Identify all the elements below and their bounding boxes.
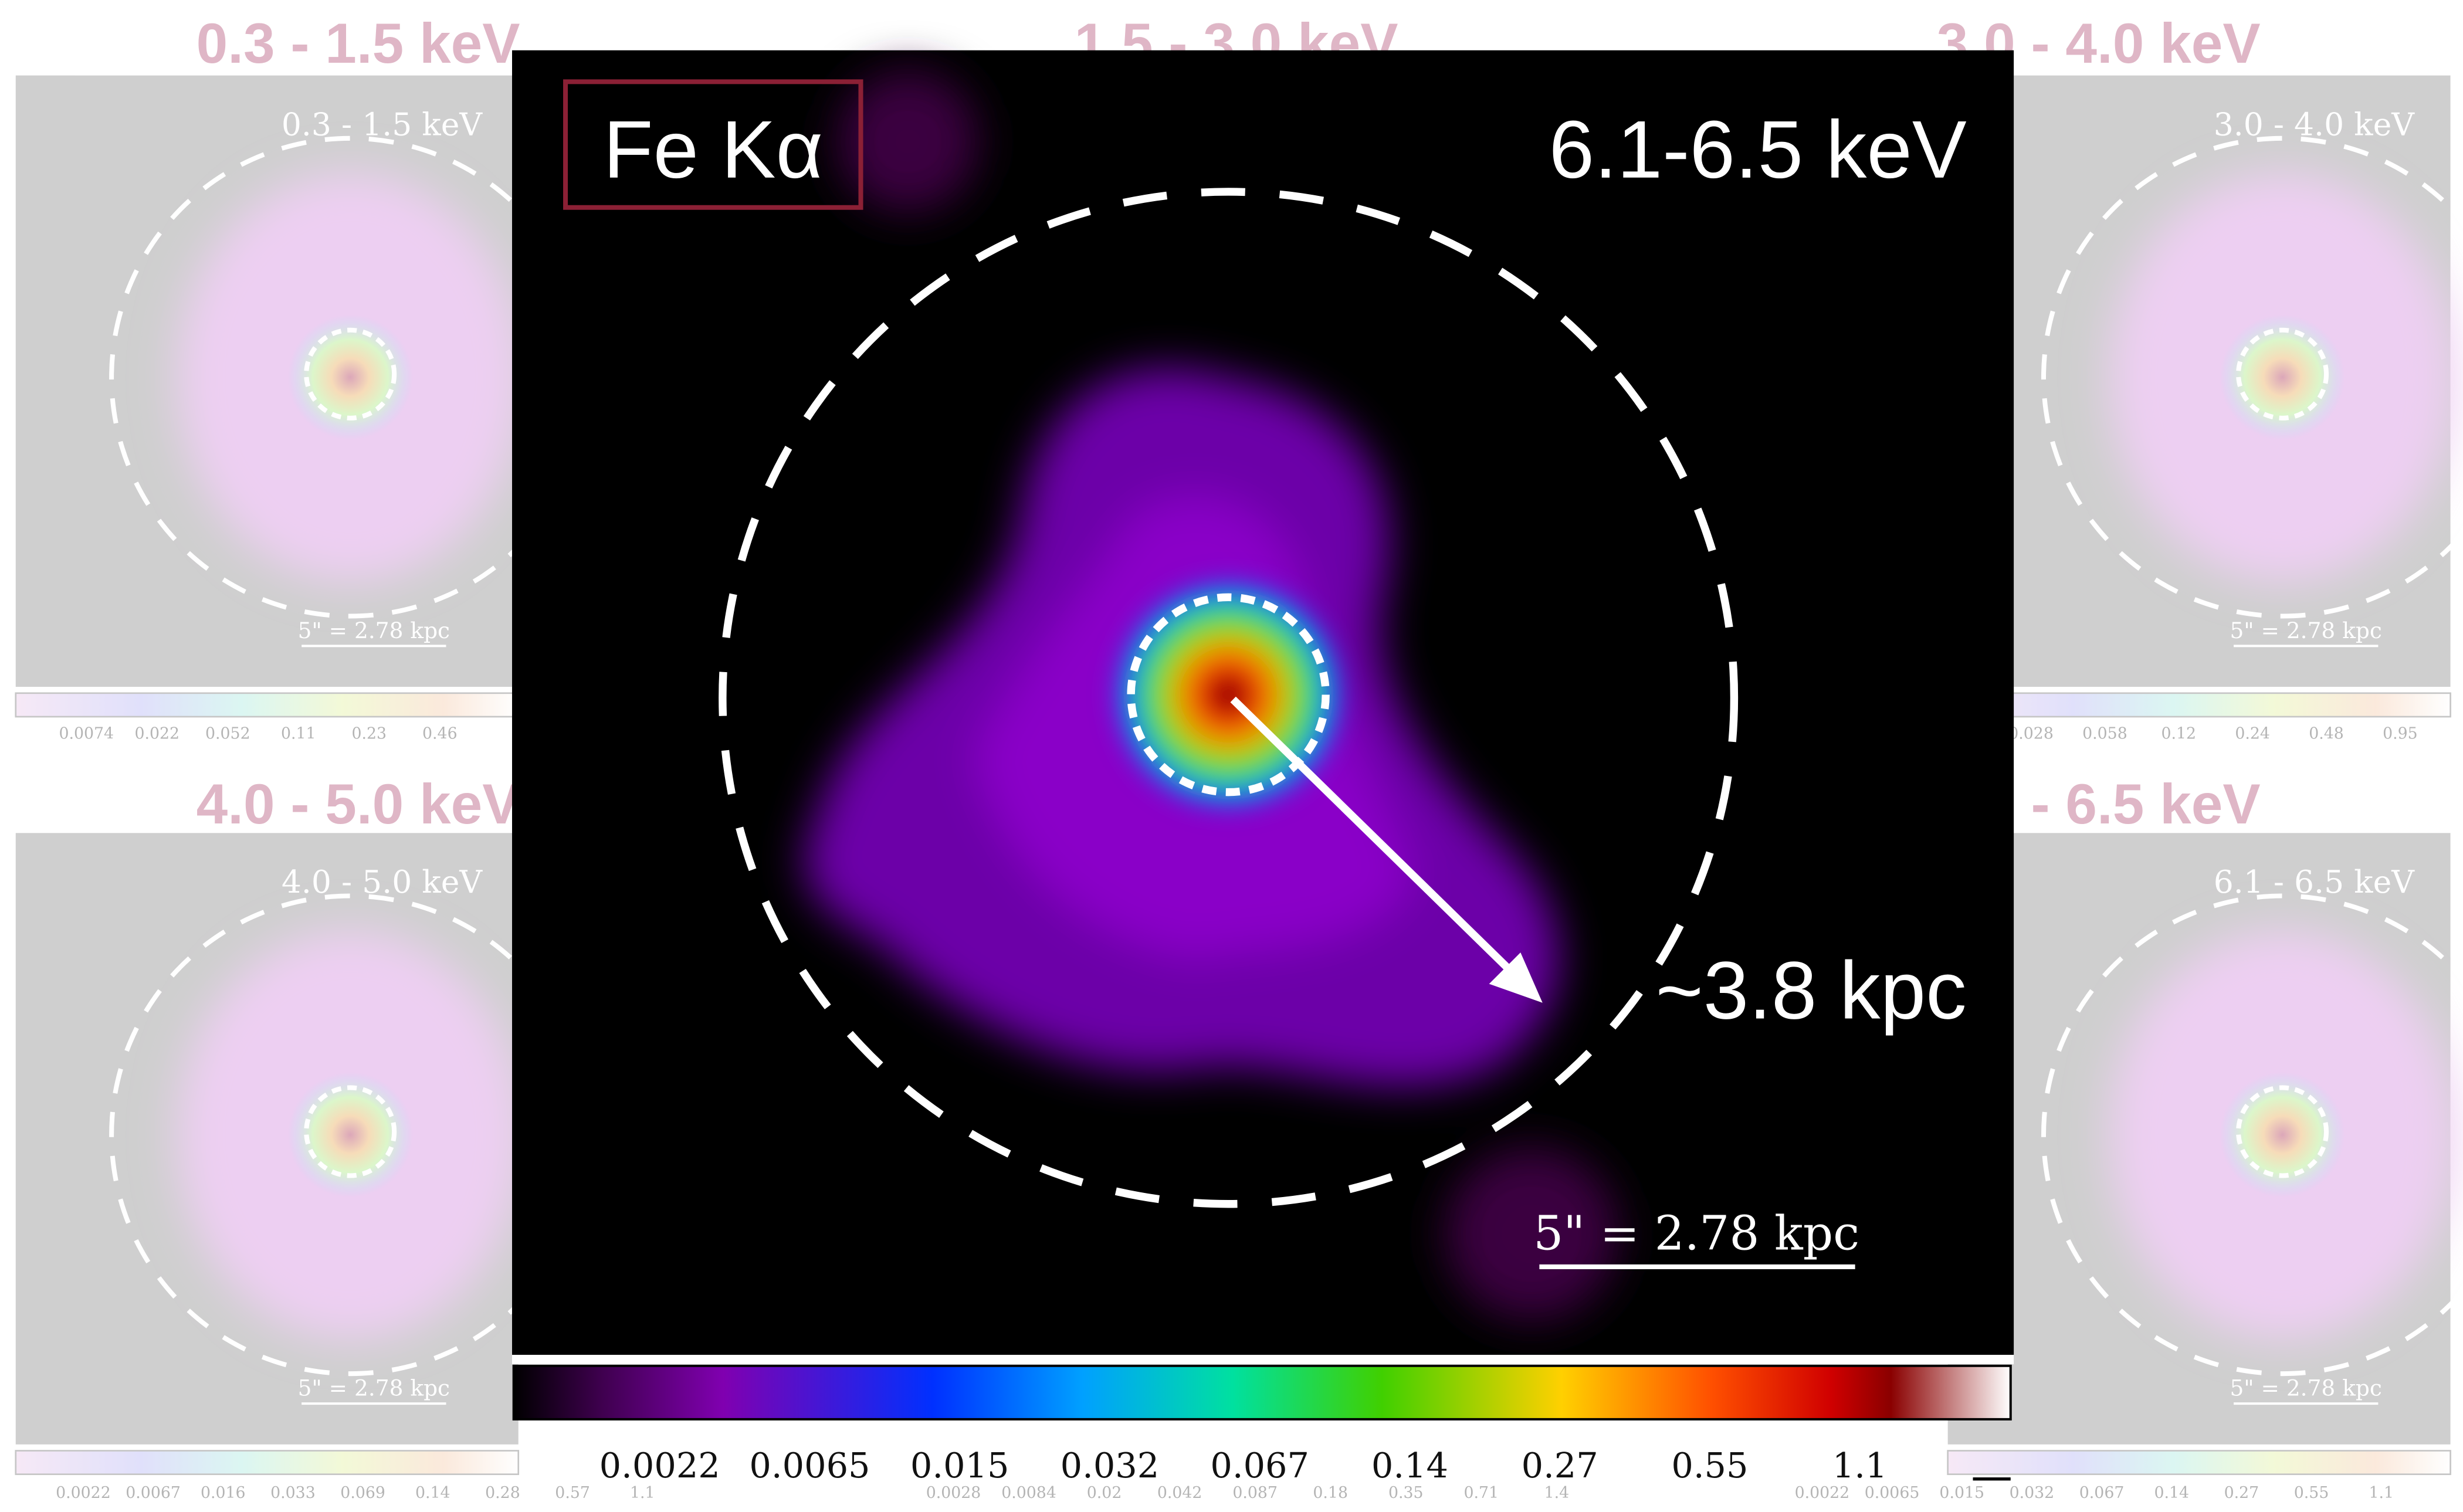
colorbar-tick-label: 1.1: [630, 1484, 655, 1502]
colorbar-tick-label: 0.55: [2294, 1484, 2329, 1502]
colorbar-tick-label: 0.0022: [599, 1445, 720, 1486]
colorbar-tick-label: 0.46: [422, 725, 458, 743]
colorbar-tick-label: 0.015: [1939, 1484, 1984, 1502]
colorbar-tick-label: 0.033: [270, 1484, 316, 1502]
colorbar-tick-label: 0.28: [485, 1484, 520, 1502]
colorbar-tick-label: 0.14: [1371, 1445, 1448, 1486]
colorbar-tick-label: 0.24: [2235, 725, 2270, 743]
colorbar-tick-label: 0.0022: [1795, 1484, 1850, 1502]
colorbar-tick-label: 0.0067: [126, 1484, 181, 1502]
colorbar-tick-label: 0.27: [2224, 1484, 2259, 1502]
colorbar-tick-label: 0.55: [1671, 1445, 1748, 1486]
scale-label: 5" = 2.78 kpc: [2230, 618, 2381, 643]
colorbar-tick-label: 0.0074: [59, 725, 114, 743]
colorbar-tick-label: 0.069: [340, 1484, 385, 1502]
colorbar: [16, 693, 519, 717]
inner-label: 3.0 - 4.0 keV: [2214, 106, 2415, 143]
main-panel: Fe Kα 6.1-6.5 keV ~3.8 kpc 5" = 2.78 kpc…: [512, 50, 2014, 1486]
scale-label: 5" = 2.78 kpc: [1533, 1205, 1859, 1260]
colorbar-tick-label: 0.0084: [1001, 1484, 1056, 1502]
colorbar-tick-label: 0.0022: [56, 1484, 111, 1502]
inner-label: 4.0 - 5.0 keV: [282, 863, 483, 900]
figure: 0.3 - 1.5 keV 5" = 2.78 kpc 0.3 - 1.5 keV 0…: [0, 0, 2463, 1512]
colorbar-tick-label: 0.0065: [749, 1445, 870, 1486]
colorbar-tick-label: 0.23: [352, 725, 387, 743]
line-label: Fe Kα: [603, 104, 823, 195]
colorbar-tick-label: 0.015: [910, 1445, 1009, 1486]
colorbar-tick-label: 1.1: [2369, 1484, 2394, 1502]
panel-title: 0.3 - 1.5 keV: [197, 12, 520, 75]
colorbar-tick-label: 0.042: [1157, 1484, 1202, 1502]
inner-label: 6.1 - 6.5 keV: [2214, 863, 2415, 900]
colorbar-tick-label: 0.032: [1061, 1445, 1160, 1486]
colorbar-tick-label: 0.14: [2154, 1484, 2189, 1502]
colorbar-tick-label: 0.35: [1388, 1484, 1424, 1502]
colorbar-tick-label: 0.0028: [926, 1484, 981, 1502]
colorbar-tick-label: 0.028: [2008, 725, 2054, 743]
colorbar: [1948, 693, 2451, 717]
colorbar-tick-label: 0.016: [201, 1484, 246, 1502]
colorbar-tick-label: 0.14: [415, 1484, 450, 1502]
colorbar-tick-label: 0.11: [281, 725, 316, 743]
band-label: 6.1-6.5 keV: [1549, 104, 1967, 195]
colorbar: [514, 1366, 2011, 1419]
colorbar: [1948, 1450, 2451, 1474]
colorbar-tick-label: 0.57: [555, 1484, 590, 1502]
radius-label: ~3.8 kpc: [1655, 944, 1966, 1036]
separator: [512, 1355, 2014, 1364]
panel-title: 4.0 - 5.0 keV: [197, 773, 520, 836]
inner-label: 0.3 - 1.5 keV: [282, 106, 483, 143]
colorbar-tick-label: 0.12: [2161, 725, 2196, 743]
colorbar-tick-label: 0.71: [1463, 1484, 1499, 1502]
colorbar-tick-label: 0.48: [2309, 725, 2344, 743]
scale-label: 5" = 2.78 kpc: [298, 1375, 450, 1401]
colorbar-tick-label: 0.27: [1522, 1445, 1598, 1486]
panel: 0.3 - 1.5 keV 5" = 2.78 kpc 0.3 - 1.5 keV 0…: [16, 12, 589, 743]
colorbar-tick-label: 0.022: [134, 725, 179, 743]
scale-label: 5" = 2.78 kpc: [2230, 1375, 2381, 1401]
colorbar-tick-label: 1.4: [1544, 1484, 1570, 1502]
colorbar-tick-label: 0.95: [2383, 725, 2418, 743]
colorbar-tick-label: 0.067: [2079, 1484, 2125, 1502]
colorbar-tick-label: 0.0065: [1865, 1484, 1920, 1502]
colorbar-tick-label: 0.052: [205, 725, 250, 743]
colorbar-tick-label: 1.1: [1832, 1445, 1888, 1486]
colorbar-tick-label: 0.058: [2082, 725, 2127, 743]
colorbar-tick-label: 0.18: [1313, 1484, 1348, 1502]
colorbar-tick-label: 0.02: [1087, 1484, 1122, 1502]
scale-label: 5" = 2.78 kpc: [298, 618, 450, 643]
colorbar: [16, 1450, 519, 1474]
colorbar-tick-label: 0.087: [1232, 1484, 1278, 1502]
colorbar-tick-label: 0.032: [2010, 1484, 2055, 1502]
colorbar-tick-label: 0.067: [1210, 1445, 1309, 1486]
